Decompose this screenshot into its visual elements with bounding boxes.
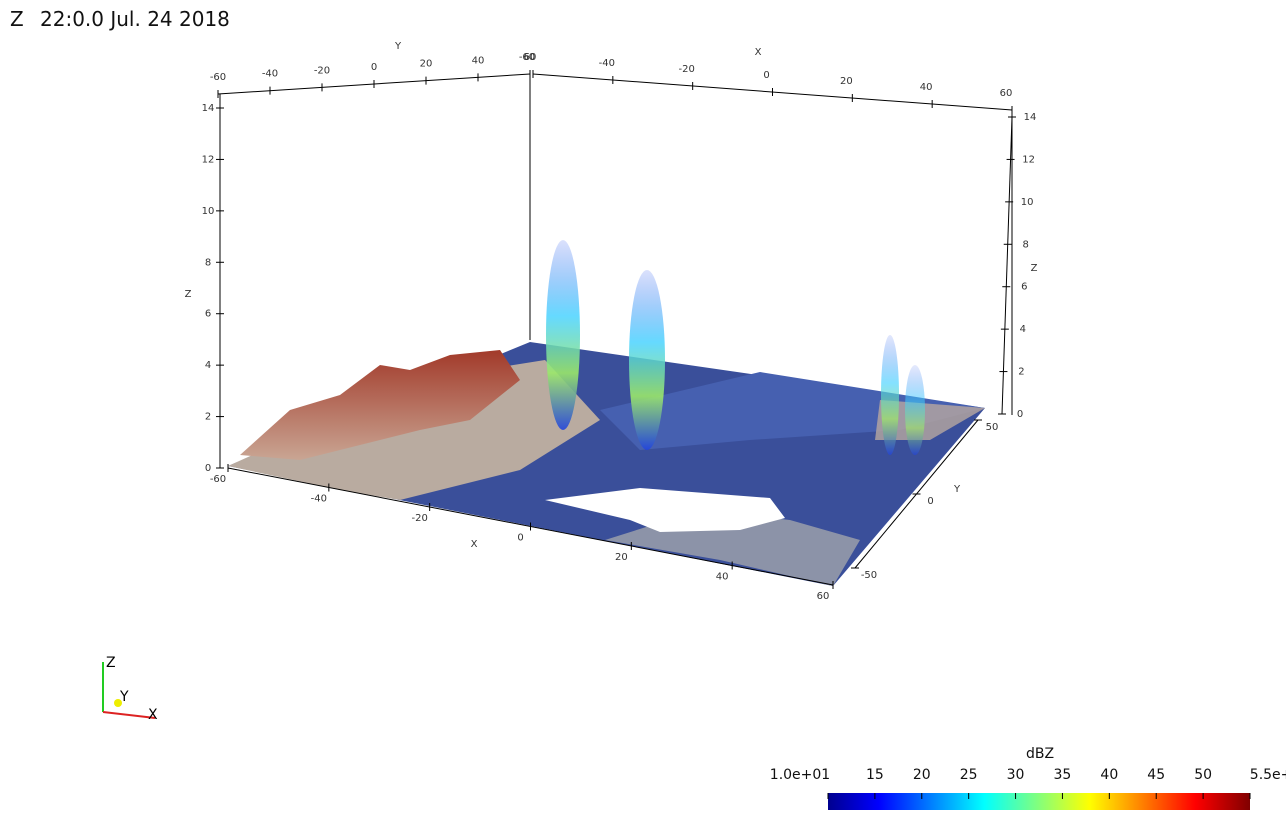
- tick-label: 40: [716, 572, 729, 583]
- tick-label: 2: [1018, 367, 1024, 378]
- tick-label: 60: [1000, 88, 1013, 99]
- tick-label: -20: [314, 65, 330, 76]
- tick-label: 60: [524, 52, 537, 63]
- tick-label: 60: [817, 591, 830, 602]
- tick-label: 40: [920, 82, 933, 93]
- colorbar-tick-label: 20: [913, 767, 931, 783]
- tick-label: -20: [411, 513, 427, 524]
- colorbar-tick-label: 5.5e+01: [1250, 767, 1286, 783]
- tick-label: 0: [1017, 409, 1023, 420]
- tick-label: 0: [927, 496, 933, 507]
- colorbar-tick-label: 50: [1194, 767, 1212, 783]
- triad-y: Y: [119, 689, 129, 705]
- tick-label: 8: [1023, 239, 1029, 250]
- tick-label: 20: [420, 59, 433, 70]
- tick-label: 4: [1020, 324, 1026, 335]
- tick-label: 0: [517, 533, 523, 544]
- colorbar-title: dBZ: [1026, 746, 1054, 762]
- triad-z: Z: [106, 655, 116, 671]
- tick-label: -40: [311, 494, 327, 505]
- orientation-triad: Z Y X: [102, 655, 158, 723]
- tick-label: 14: [202, 103, 215, 114]
- triad-x: X: [148, 707, 158, 723]
- tick-label: 20: [840, 76, 853, 87]
- axis-title: X: [471, 539, 478, 550]
- colorbar-tick-label: 1.0e+01: [770, 767, 830, 783]
- tick-label: 6: [205, 309, 211, 320]
- terrain: [228, 342, 985, 586]
- tick-label: 20: [615, 552, 628, 563]
- variable: Z: [10, 7, 24, 31]
- axis-title: Z: [185, 289, 192, 300]
- tick-label: -40: [262, 69, 278, 80]
- colorbar-tick-label: 45: [1147, 767, 1165, 783]
- colorbar-tick-label: 35: [1054, 767, 1072, 783]
- tick-label: 8: [205, 257, 211, 268]
- title: Z 22:0.0 Jul. 24 2018: [10, 7, 230, 31]
- colorbar-tick-label: 15: [866, 767, 884, 783]
- tick-label: 10: [1021, 197, 1034, 208]
- timestamp: 22:0.0 Jul. 24 2018: [40, 7, 230, 31]
- tick-label: 2: [205, 412, 211, 423]
- tick-label: -60: [210, 72, 226, 83]
- color-ramp: [828, 793, 1250, 810]
- tick-label: 0: [371, 62, 377, 73]
- storm-cells: [546, 240, 925, 455]
- tick-label: -60: [210, 474, 226, 485]
- tick-label: 6: [1021, 282, 1027, 293]
- tick-label: -40: [599, 58, 615, 69]
- tick-label: 4: [205, 360, 211, 371]
- tick-label: -60: [519, 52, 535, 63]
- axis-line: [1001, 116, 1013, 415]
- tick-label: -50: [861, 570, 877, 581]
- tick-label: 12: [1022, 154, 1035, 165]
- colorbar-tick-label: 30: [1007, 767, 1025, 783]
- tick-label: 0: [763, 70, 769, 81]
- axis-title: Y: [394, 41, 402, 52]
- colorbar: dBZ 1.0e+01 15 20 25 30 35 40 45 50 5.5e+01: [770, 746, 1286, 810]
- tick-label: 0: [205, 463, 211, 474]
- axes: Y-60 -40 -20 0 20 40 60 X-60-40-200204060Z02468…: [185, 41, 1038, 602]
- tick-label: 40: [472, 55, 485, 66]
- tick-label: 14: [1024, 112, 1037, 123]
- axis-title: Y: [953, 484, 961, 495]
- tick-label: 12: [202, 154, 215, 165]
- tick-label: 50: [986, 422, 999, 433]
- colorbar-tick-label: 25: [960, 767, 978, 783]
- axis-title: Z: [1031, 263, 1038, 274]
- axis-title: X: [755, 47, 762, 58]
- colorbar-tick-label: 40: [1100, 767, 1118, 783]
- tick-label: -20: [678, 64, 694, 75]
- tick-label: 10: [202, 206, 215, 217]
